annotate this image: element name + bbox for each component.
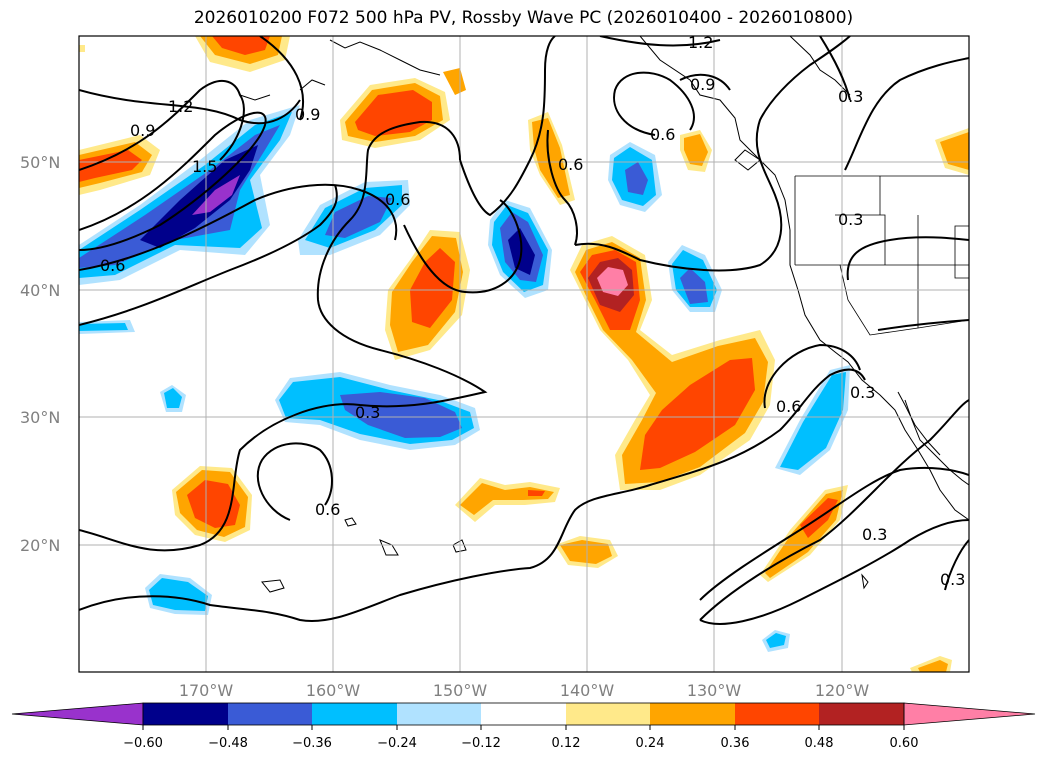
contour-0-9-nw — [79, 89, 301, 125]
colorbar: −0.60 −0.48 −0.36 −0.24 −0.12 0.12 0.24 … — [11, 702, 1036, 751]
contour-1-5 — [79, 111, 267, 251]
colorbar-extend-low — [11, 702, 144, 726]
contour-0-3-east-bend — [574, 36, 851, 272]
contour-0-3-mid — [79, 120, 488, 552]
lat-label: 20°N — [20, 536, 60, 555]
contour-0-3-east-ne — [846, 236, 969, 281]
contour-label: 0.3 — [850, 383, 875, 402]
lat-label: 40°N — [20, 281, 60, 300]
contour-1-2-ne — [599, 36, 721, 47]
contour-label: 0.9 — [690, 75, 715, 94]
lat-label: 50°N — [20, 153, 60, 172]
contour-0-6-sw — [763, 343, 861, 409]
lon-label: 130°W — [687, 681, 742, 700]
contour-0-6-loop — [403, 199, 523, 294]
colorbar-bin — [735, 703, 819, 725]
colorbar-bin — [650, 703, 735, 725]
contour-label: 0.3 — [838, 87, 863, 106]
lon-label: 160°W — [306, 681, 361, 700]
contour-label: 0.6 — [385, 190, 410, 209]
lon-label: 120°W — [815, 681, 870, 700]
colorbar-bin — [566, 703, 650, 725]
contour-0-3-pacific — [79, 368, 866, 622]
contour-0-6-mid — [79, 184, 338, 326]
colorbar-tick-label: −0.36 — [292, 736, 332, 751]
contour-0-3-ne-top — [819, 36, 851, 101]
gridlines — [79, 36, 969, 672]
contour-label-group: 0.9 1.2 1.5 0.6 0.9 0.6 0.6 0.3 0.6 0.6 … — [100, 33, 965, 589]
pv-contours — [79, 36, 969, 625]
colorbar-tick-label: 0.60 — [890, 736, 919, 751]
lon-label: 150°W — [433, 681, 488, 700]
colorbar-tick-label: 0.48 — [805, 736, 834, 751]
political-borders — [794, 175, 969, 336]
contour-0-9-ne — [679, 73, 731, 91]
contour-label: 0.3 — [940, 570, 965, 589]
contour-label: 0.3 — [838, 210, 863, 229]
contour-0-3-hawaii — [256, 442, 333, 521]
contour-label: 0.9 — [295, 105, 320, 124]
contour-0-3-right — [877, 319, 969, 331]
colorbar-bin — [397, 703, 481, 725]
contour-1-2-nw — [79, 80, 245, 171]
contour-label: 0.6 — [100, 256, 125, 275]
map-panel: 0.9 1.2 1.5 0.6 0.9 0.6 0.6 0.3 0.6 0.6 … — [79, 33, 969, 672]
map-title: 2026010200 F072 500 hPa PV, Rossby Wave … — [193, 8, 854, 28]
colorbar-tick-label: 0.12 — [552, 736, 581, 751]
colorbar-bin — [228, 703, 312, 725]
contour-0-3-far-se — [944, 539, 969, 591]
contour-label: 0.6 — [776, 397, 801, 416]
lon-label: 140°W — [560, 681, 615, 700]
contour-label: 0.6 — [650, 125, 675, 144]
contour-0-3-se — [699, 399, 969, 621]
contour-label: 1.2 — [688, 33, 713, 52]
colorbar-bin — [481, 703, 566, 725]
contour-0-3-se-low — [699, 519, 969, 625]
lat-label: 30°N — [20, 408, 60, 427]
colorbar-extend-high — [903, 702, 1036, 726]
contour-label: 1.2 — [168, 97, 193, 116]
coastlines — [239, 36, 969, 593]
colorbar-tick-label: −0.48 — [208, 736, 248, 751]
colorbar-tick-label: −0.12 — [461, 736, 501, 751]
contour-0-3-east-vert — [844, 57, 969, 171]
map-frame — [78, 35, 970, 673]
contour-label: 0.6 — [315, 500, 340, 519]
contour-label: 0.3 — [355, 403, 380, 422]
contour-label: 1.5 — [192, 157, 217, 176]
contour-0-6-east — [546, 129, 578, 246]
longitude-axis: 170°W 160°W 150°W 140°W 130°W 120°W — [179, 681, 870, 700]
contour-0-6-center — [459, 36, 556, 217]
colorbar-ticks — [142, 725, 905, 730]
contour-label: 0.9 — [130, 121, 155, 140]
contour-0-9-top — [259, 36, 305, 121]
lon-label: 170°W — [179, 681, 234, 700]
colorbar-bin — [143, 703, 228, 725]
coastline-north-america — [639, 36, 969, 521]
contour-0-6-nw — [79, 183, 398, 271]
colorbar-tick-label: 0.36 — [721, 736, 750, 751]
contour-label: 0.3 — [862, 525, 887, 544]
colorbar-tick-label: 0.24 — [636, 736, 665, 751]
contour-label: 0.6 — [558, 155, 583, 174]
colorbar-tick-label: −0.24 — [377, 736, 417, 751]
colorbar-bin — [312, 703, 397, 725]
latitude-axis: 50°N 40°N 30°N 20°N — [20, 153, 60, 555]
colorbar-bin — [819, 703, 904, 725]
contour-0-6-loop-east — [613, 71, 695, 136]
contour-0-3-se-loop — [699, 466, 969, 601]
colorbar-tick-label: −0.60 — [123, 736, 163, 751]
